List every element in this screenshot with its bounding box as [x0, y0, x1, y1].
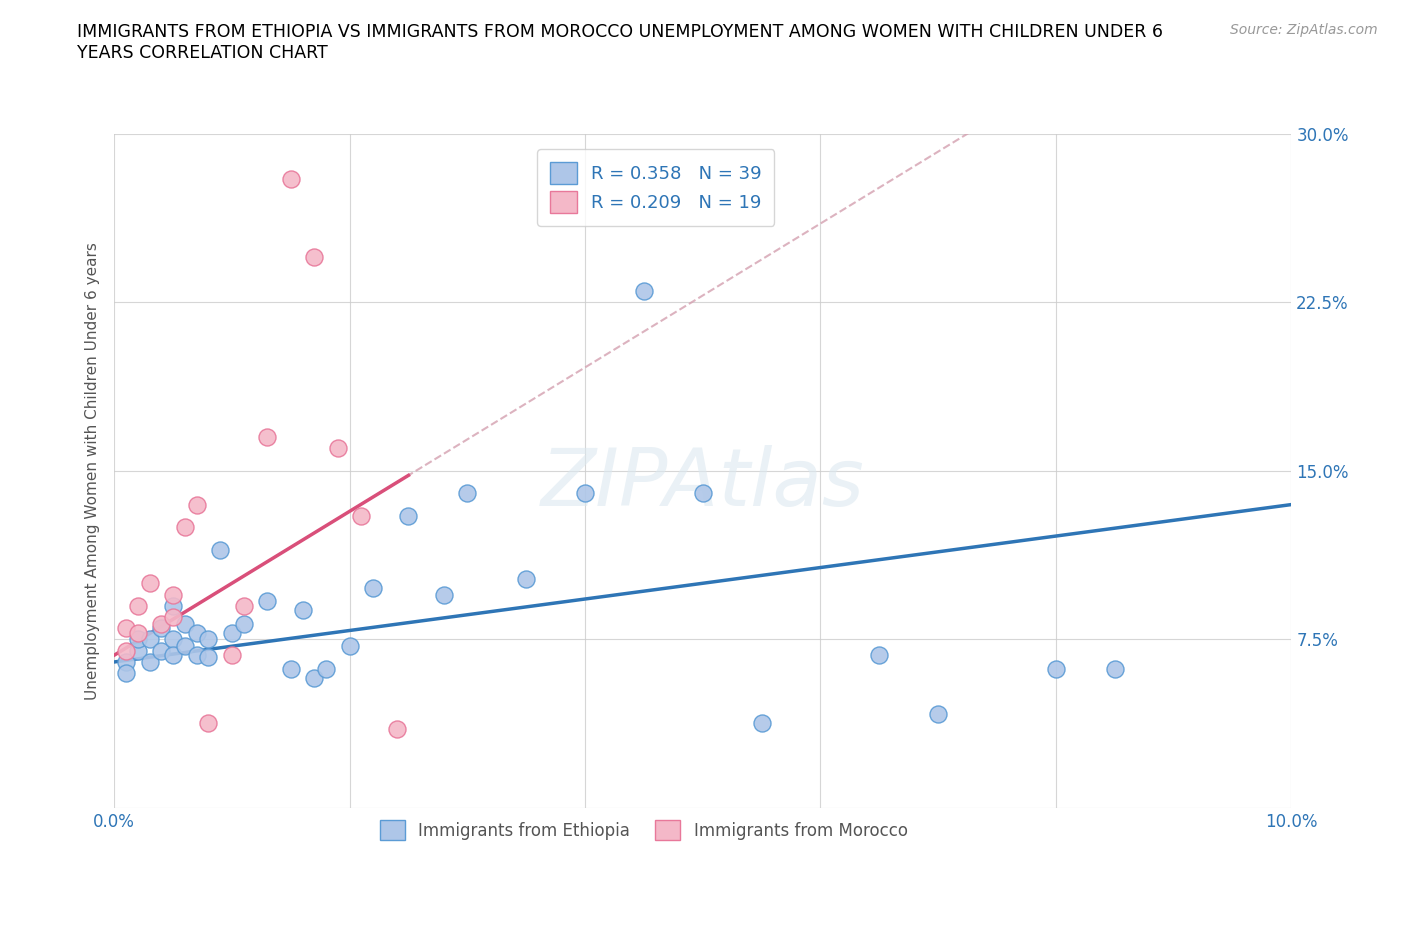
Point [186, 498, 208, 512]
Point [127, 632, 149, 647]
Point [162, 609, 184, 624]
Point [304, 671, 326, 685]
Point [291, 603, 314, 618]
Point [127, 598, 149, 613]
Point [115, 666, 138, 681]
Point [339, 639, 361, 654]
Point [173, 520, 195, 535]
Point [115, 655, 138, 670]
Point [398, 509, 420, 524]
Point [221, 625, 243, 640]
Point [868, 648, 890, 663]
Point [173, 617, 195, 631]
Point [326, 441, 349, 456]
Point [433, 587, 456, 602]
Point [186, 625, 208, 640]
Point [232, 617, 254, 631]
Point [1045, 661, 1067, 676]
Text: IMMIGRANTS FROM ETHIOPIA VS IMMIGRANTS FROM MOROCCO UNEMPLOYMENT AMONG WOMEN WIT: IMMIGRANTS FROM ETHIOPIA VS IMMIGRANTS F… [77, 23, 1163, 62]
Text: ZIPAtlas: ZIPAtlas [541, 445, 865, 524]
Point [150, 617, 173, 631]
Y-axis label: Unemployment Among Women with Children Under 6 years: Unemployment Among Women with Children U… [86, 242, 100, 699]
Point [197, 632, 219, 647]
Point [256, 430, 278, 445]
Point [315, 661, 337, 676]
Point [138, 576, 160, 591]
Point [221, 648, 243, 663]
Point [138, 655, 160, 670]
Point [692, 485, 714, 500]
Point [304, 250, 326, 265]
Point [115, 621, 138, 636]
Point [633, 284, 655, 299]
Point [162, 587, 184, 602]
Point [256, 594, 278, 609]
Point [751, 715, 773, 730]
Point [162, 632, 184, 647]
Point [127, 644, 149, 658]
Point [150, 644, 173, 658]
Point [385, 722, 408, 737]
Point [515, 571, 537, 586]
Point [927, 706, 949, 721]
Point [361, 580, 384, 595]
Point [162, 598, 184, 613]
Point [456, 485, 478, 500]
Point [162, 648, 184, 663]
Text: Source: ZipAtlas.com: Source: ZipAtlas.com [1230, 23, 1378, 37]
Point [150, 621, 173, 636]
Point [280, 661, 302, 676]
Point [574, 485, 596, 500]
Point [115, 644, 138, 658]
Legend: Immigrants from Ethiopia, Immigrants from Morocco: Immigrants from Ethiopia, Immigrants fro… [374, 814, 914, 847]
Point [209, 542, 232, 557]
Point [186, 648, 208, 663]
Point [138, 632, 160, 647]
Point [280, 171, 302, 186]
Point [173, 639, 195, 654]
Point [197, 715, 219, 730]
Point [232, 598, 254, 613]
Point [350, 509, 373, 524]
Point [1104, 661, 1126, 676]
Point [197, 650, 219, 665]
Point [127, 625, 149, 640]
